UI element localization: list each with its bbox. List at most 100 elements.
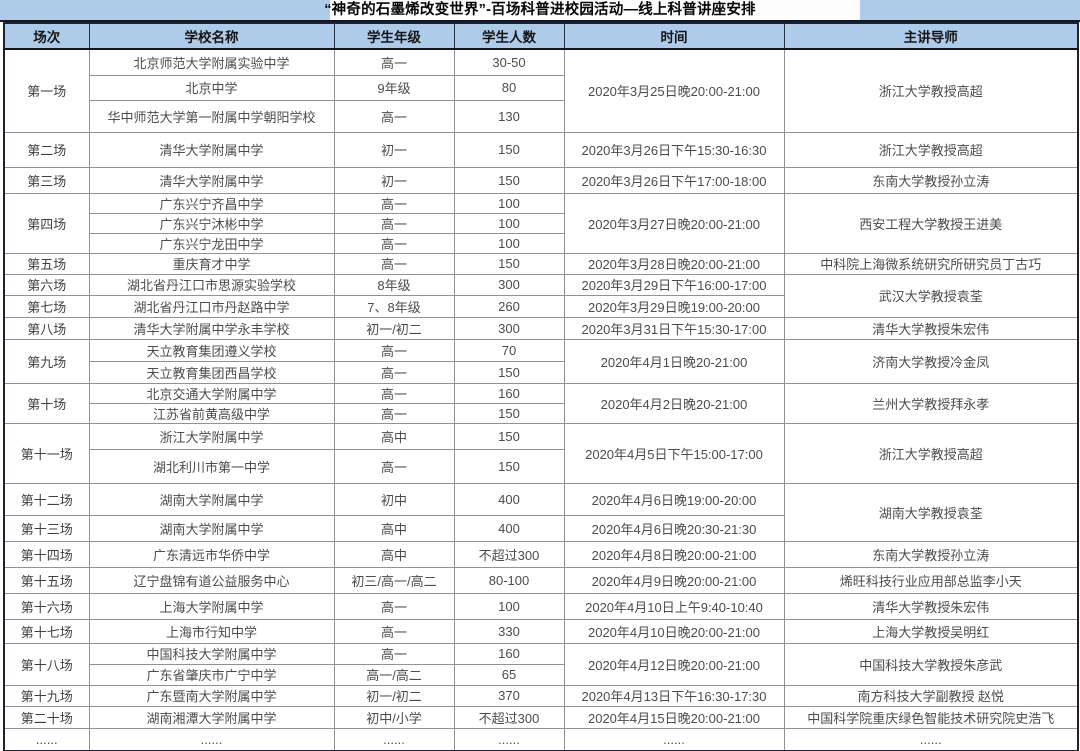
- time-cell[interactable]: 2020年4月12日晚20:00-21:00: [563, 642, 785, 686]
- school-cell[interactable]: 北京中学: [88, 74, 335, 101]
- lecturer-cell[interactable]: ......: [783, 727, 1079, 751]
- session-cell[interactable]: 第十九场: [3, 684, 90, 707]
- students-cell[interactable]: 150: [453, 422, 565, 450]
- time-cell[interactable]: 2020年3月26日下午17:00-18:00: [563, 166, 785, 194]
- column-header-lecturer[interactable]: 主讲导师: [783, 22, 1079, 50]
- lecturer-cell[interactable]: 东南大学教授孙立涛: [783, 166, 1079, 194]
- session-cell[interactable]: 第十四场: [3, 540, 90, 568]
- session-cell[interactable]: 第十场: [3, 382, 90, 424]
- students-cell[interactable]: 400: [453, 514, 565, 542]
- time-cell[interactable]: 2020年4月13日下午16:30-17:30: [563, 684, 785, 707]
- lecturer-cell[interactable]: 清华大学教授朱宏伟: [783, 592, 1079, 620]
- grade-cell[interactable]: 高一: [333, 232, 455, 254]
- school-cell[interactable]: 清华大学附属中学: [88, 131, 335, 168]
- grade-cell[interactable]: 高中: [333, 422, 455, 450]
- grade-cell[interactable]: 高一: [333, 252, 455, 275]
- students-cell[interactable]: 不超过300: [453, 540, 565, 568]
- lecturer-cell[interactable]: 西安工程大学教授王进美: [783, 192, 1079, 254]
- school-cell[interactable]: 湖北省丹江口市丹赵路中学: [88, 294, 335, 318]
- time-cell[interactable]: ......: [563, 727, 785, 751]
- grade-cell[interactable]: 初一/初二: [333, 684, 455, 707]
- school-cell[interactable]: 上海大学附属中学: [88, 592, 335, 620]
- time-cell[interactable]: 2020年4月8日晚20:00-21:00: [563, 540, 785, 568]
- session-cell[interactable]: 第二场: [3, 131, 90, 168]
- school-cell[interactable]: 广东清远市华侨中学: [88, 540, 335, 568]
- school-cell[interactable]: ......: [88, 727, 335, 751]
- school-cell[interactable]: 江苏省前黄高级中学: [88, 402, 335, 424]
- session-cell[interactable]: 第十一场: [3, 422, 90, 484]
- session-cell[interactable]: 第十二场: [3, 482, 90, 516]
- grade-cell[interactable]: ......: [333, 727, 455, 751]
- school-cell[interactable]: 重庆育才中学: [88, 252, 335, 275]
- students-cell[interactable]: 160: [453, 382, 565, 404]
- grade-cell[interactable]: 高一: [333, 338, 455, 362]
- students-cell[interactable]: 100: [453, 232, 565, 254]
- column-header-students[interactable]: 学生人数: [453, 22, 565, 50]
- time-cell[interactable]: 2020年3月31日下午15:30-17:00: [563, 316, 785, 340]
- lecturer-cell[interactable]: 上海大学教授吴明红: [783, 618, 1079, 644]
- school-cell[interactable]: 广东省肇庆市广宁中学: [88, 663, 335, 686]
- grade-cell[interactable]: 初一/初二: [333, 316, 455, 340]
- session-cell[interactable]: 第十七场: [3, 618, 90, 644]
- school-cell[interactable]: 华中师范大学第一附属中学朝阳学校: [88, 99, 335, 133]
- school-cell[interactable]: 广东兴宁龙田中学: [88, 232, 335, 254]
- grade-cell[interactable]: 高一/高二: [333, 663, 455, 686]
- grade-cell[interactable]: 高一: [333, 642, 455, 665]
- grade-cell[interactable]: 初中: [333, 482, 455, 516]
- students-cell[interactable]: 160: [453, 642, 565, 665]
- grade-cell[interactable]: 高一: [333, 360, 455, 384]
- school-cell[interactable]: 辽宁盘锦有道公益服务中心: [88, 566, 335, 594]
- time-cell[interactable]: 2020年3月29日下午16:00-17:00: [563, 273, 785, 296]
- students-cell[interactable]: 130: [453, 99, 565, 133]
- lecturer-cell[interactable]: 中科院上海微系统研究所研究员丁古巧: [783, 252, 1079, 275]
- grade-cell[interactable]: 8年级: [333, 273, 455, 296]
- lecturer-cell[interactable]: 浙江大学教授高超: [783, 131, 1079, 168]
- session-cell[interactable]: 第六场: [3, 273, 90, 296]
- lecturer-cell[interactable]: 清华大学教授朱宏伟: [783, 316, 1079, 340]
- time-cell[interactable]: 2020年3月29日晚19:00-20:00: [563, 294, 785, 318]
- session-cell[interactable]: 第十八场: [3, 642, 90, 686]
- grade-cell[interactable]: 初一: [333, 166, 455, 194]
- time-cell[interactable]: 2020年4月15日晚20:00-21:00: [563, 705, 785, 729]
- students-cell[interactable]: 300: [453, 316, 565, 340]
- session-cell[interactable]: 第八场: [3, 316, 90, 340]
- grade-cell[interactable]: 9年级: [333, 74, 455, 101]
- students-cell[interactable]: 不超过300: [453, 705, 565, 729]
- grade-cell[interactable]: 高一: [333, 48, 455, 76]
- time-cell[interactable]: 2020年4月6日晚19:00-20:00: [563, 482, 785, 516]
- grade-cell[interactable]: 初中/小学: [333, 705, 455, 729]
- lecturer-cell[interactable]: 济南大学教授冷金凤: [783, 338, 1079, 384]
- school-cell[interactable]: 清华大学附属中学永丰学校: [88, 316, 335, 340]
- school-cell[interactable]: 广东暨南大学附属中学: [88, 684, 335, 707]
- session-cell[interactable]: 第二十场: [3, 705, 90, 729]
- school-cell[interactable]: 清华大学附属中学: [88, 166, 335, 194]
- grade-cell[interactable]: 高中: [333, 540, 455, 568]
- lecturer-cell[interactable]: 浙江大学教授高超: [783, 422, 1079, 484]
- students-cell[interactable]: 100: [453, 592, 565, 620]
- students-cell[interactable]: 70: [453, 338, 565, 362]
- students-cell[interactable]: 260: [453, 294, 565, 318]
- school-cell[interactable]: 湖南大学附属中学: [88, 482, 335, 516]
- students-cell[interactable]: 400: [453, 482, 565, 516]
- lecturer-cell[interactable]: 中国科技大学教授朱彦武: [783, 642, 1079, 686]
- time-cell[interactable]: 2020年4月1日晚20-21:00: [563, 338, 785, 384]
- time-cell[interactable]: 2020年4月10日上午9:40-10:40: [563, 592, 785, 620]
- session-cell[interactable]: ......: [3, 727, 90, 751]
- grade-cell[interactable]: 高一: [333, 212, 455, 234]
- school-cell[interactable]: 天立教育集团西昌学校: [88, 360, 335, 384]
- lecturer-cell[interactable]: 烯旺科技行业应用部总监李小天: [783, 566, 1079, 594]
- time-cell[interactable]: 2020年3月26日下午15:30-16:30: [563, 131, 785, 168]
- school-cell[interactable]: 湖北利川市第一中学: [88, 448, 335, 484]
- students-cell[interactable]: 80-100: [453, 566, 565, 594]
- session-cell[interactable]: 第一场: [3, 48, 90, 133]
- students-cell[interactable]: 150: [453, 252, 565, 275]
- grade-cell[interactable]: 高一: [333, 192, 455, 214]
- grade-cell[interactable]: 高一: [333, 448, 455, 484]
- students-cell[interactable]: 30-50: [453, 48, 565, 76]
- school-cell[interactable]: 广东兴宁齐昌中学: [88, 192, 335, 214]
- grade-cell[interactable]: 高一: [333, 99, 455, 133]
- school-cell[interactable]: 广东兴宁沐彬中学: [88, 212, 335, 234]
- session-cell[interactable]: 第五场: [3, 252, 90, 275]
- time-cell[interactable]: 2020年4月9日晚20:00-21:00: [563, 566, 785, 594]
- grade-cell[interactable]: 高一: [333, 592, 455, 620]
